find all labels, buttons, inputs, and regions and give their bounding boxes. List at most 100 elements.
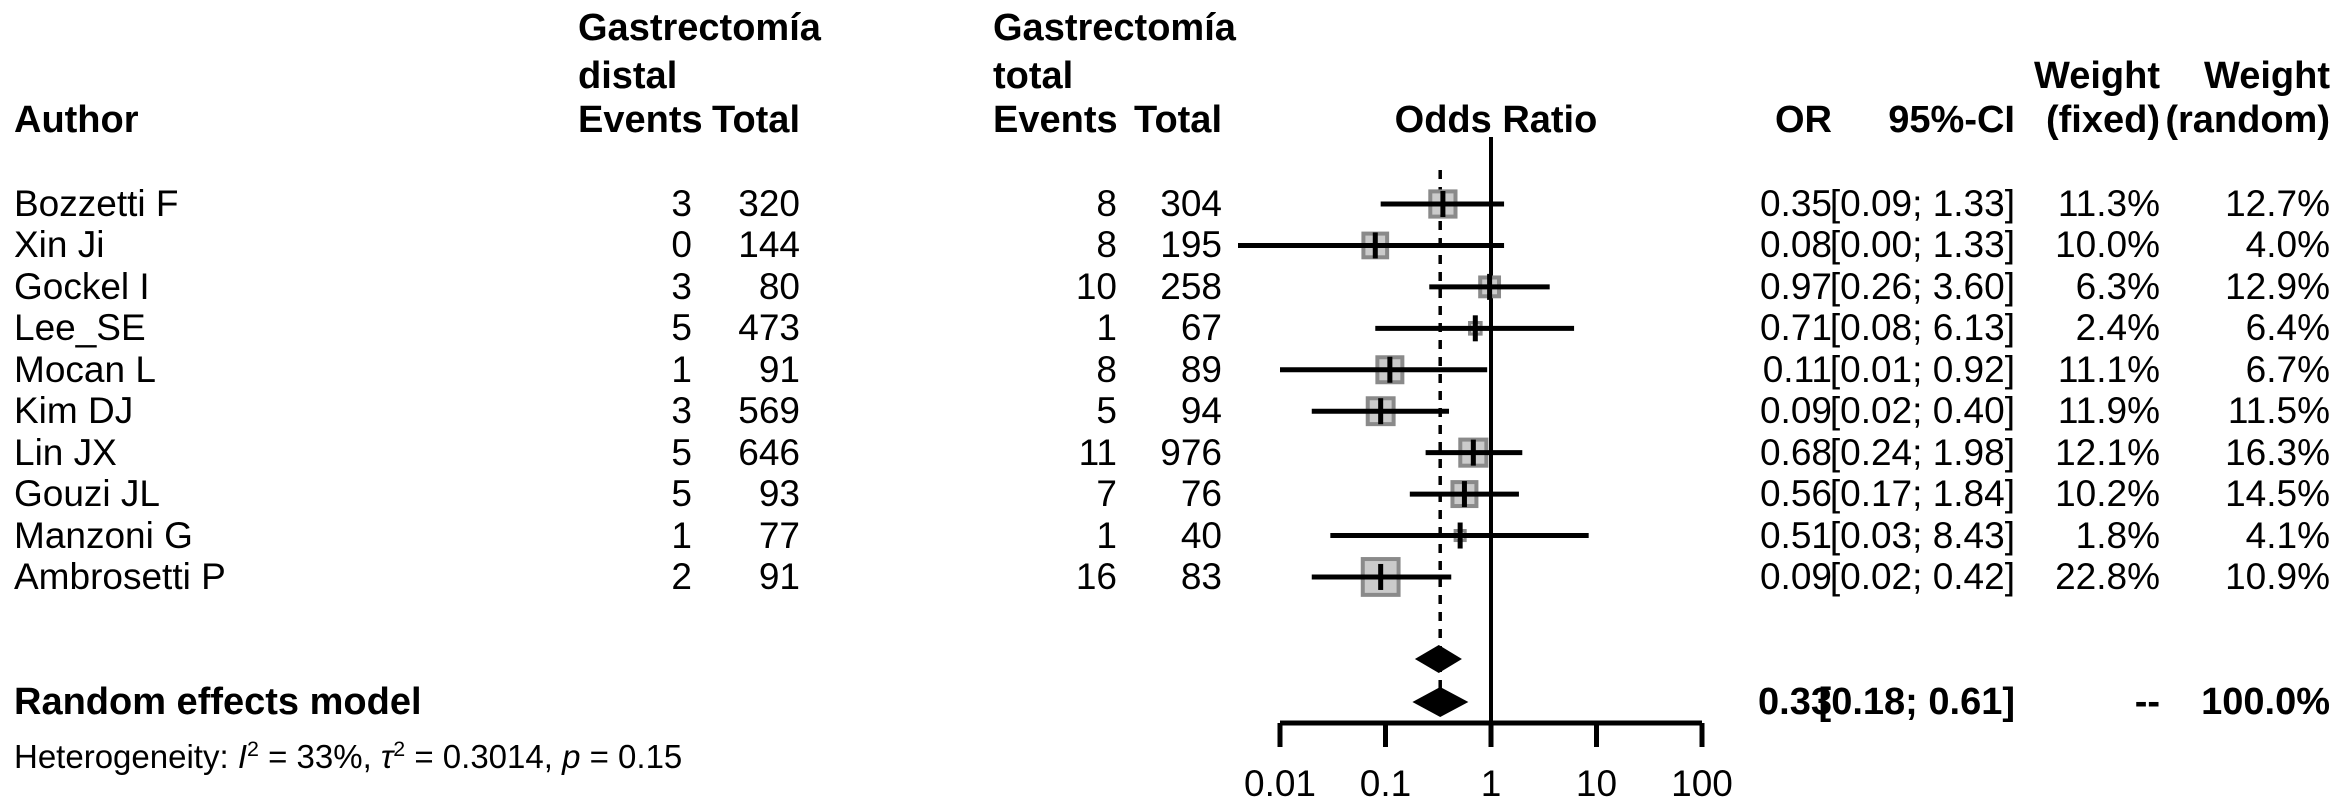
- study-author: Lin JX: [14, 431, 117, 473]
- het-p-value: = 0.15: [580, 738, 683, 775]
- g1-events-value: 0: [671, 224, 692, 266]
- g2-total-value: 258: [1160, 265, 1222, 307]
- g1-total-value: 646: [738, 431, 800, 473]
- point-estimate-tick: [1457, 522, 1463, 549]
- weight-random-value: 4.0%: [2245, 224, 2330, 266]
- or-value: 0.71: [1759, 307, 1832, 349]
- summary-weight-fixed: --: [2134, 681, 2160, 723]
- group1-total-header: Total: [712, 99, 800, 141]
- g2-events-value: 11: [1078, 431, 1117, 473]
- or-value: 0.35: [1759, 183, 1832, 224]
- x-axis-tick-label: 0.1: [1359, 763, 1412, 804]
- or-value: 0.11: [1762, 348, 1832, 390]
- ci-value: [0.09; 1.33]: [1829, 183, 2015, 224]
- g1-events-value: 3: [671, 265, 692, 307]
- x-axis-tick-label: 10: [1575, 763, 1618, 804]
- g1-events-value: 5: [671, 307, 692, 349]
- or-column-header: OR: [1775, 99, 1832, 141]
- weight-fixed-value: 12.1%: [2055, 431, 2160, 473]
- point-estimate-tick: [1440, 191, 1446, 217]
- ci-value: [0.02; 0.42]: [1829, 556, 2015, 597]
- g1-events-value: 3: [671, 183, 692, 224]
- g1-events-value: 3: [671, 390, 692, 432]
- or-value: 0.97: [1759, 265, 1832, 307]
- summary-or-value: 0.33: [1758, 681, 1832, 723]
- fixed-effect-diamond: [1414, 645, 1462, 673]
- or-value: 0.68: [1759, 431, 1832, 473]
- x-axis-tick-label: 1: [1480, 763, 1502, 804]
- het-i-symbol: I: [237, 738, 247, 775]
- odds-ratio-header: Odds Ratio: [1394, 99, 1598, 141]
- g1-total-value: 569: [738, 390, 800, 432]
- author-column-header: Author: [14, 99, 139, 141]
- g1-events-value: 2: [671, 556, 692, 597]
- weight-fixed-value: 6.3%: [2075, 265, 2160, 307]
- ci-value: [0.08; 6.13]: [1829, 307, 2015, 349]
- het-tau-value: = 0.3014,: [405, 738, 563, 775]
- or-value: 0.08: [1759, 224, 1832, 266]
- weight-fixed-header-line1: Weight: [2034, 55, 2160, 97]
- g2-events-value: 5: [1096, 390, 1117, 432]
- het-i-value: = 33%,: [258, 738, 381, 775]
- g2-total-value: 94: [1180, 390, 1222, 432]
- g1-total-value: 80: [758, 265, 800, 307]
- g2-events-value: 8: [1096, 224, 1117, 266]
- weight-fixed-value: 1.8%: [2075, 514, 2160, 556]
- ci-column-header: 95%-CI: [1888, 99, 2015, 141]
- group2-total-header: Total: [1134, 99, 1222, 141]
- study-author: Gouzi JL: [14, 473, 161, 515]
- weight-fixed-header-line2: (fixed): [2046, 99, 2160, 141]
- weight-fixed-value: 11.1%: [2057, 348, 2160, 390]
- g1-events-value: 1: [671, 348, 692, 390]
- summary-weight-random: 100.0%: [2201, 681, 2330, 723]
- or-value: 0.51: [1759, 514, 1832, 556]
- ci-value: [0.24; 1.98]: [1829, 431, 2015, 473]
- g2-events-value: 1: [1096, 307, 1117, 349]
- g1-events-value: 1: [671, 514, 692, 556]
- g2-total-value: 76: [1180, 473, 1222, 515]
- g2-events-value: 8: [1096, 183, 1117, 224]
- ci-value: [0.01; 0.92]: [1829, 348, 2015, 390]
- weight-fixed-value: 11.9%: [2057, 390, 2160, 432]
- point-estimate-tick: [1378, 398, 1384, 425]
- weight-random-value: 4.1%: [2245, 514, 2330, 556]
- ci-value: [0.03; 8.43]: [1829, 514, 2015, 556]
- weight-random-header-line2: (random): [2165, 99, 2330, 141]
- g1-events-value: 5: [671, 473, 692, 515]
- ci-value: [0.26; 3.60]: [1829, 265, 2015, 307]
- g1-total-value: 320: [738, 183, 800, 224]
- weight-random-value: 11.5%: [2227, 390, 2330, 432]
- weight-random-value: 12.9%: [2225, 265, 2330, 307]
- weight-random-value: 16.3%: [2225, 431, 2330, 473]
- g2-events-value: 8: [1096, 348, 1117, 390]
- g2-total-value: 67: [1180, 307, 1222, 349]
- g2-total-value: 304: [1160, 183, 1222, 224]
- study-author: Mocan L: [14, 348, 156, 390]
- group2-title-line1: Gastrectomía: [993, 7, 1236, 49]
- weight-random-value: 14.5%: [2225, 473, 2330, 515]
- g2-total-value: 89: [1180, 348, 1222, 390]
- g2-total-value: 83: [1180, 556, 1222, 597]
- point-estimate-tick: [1472, 315, 1478, 342]
- study-author: Ambrosetti P: [14, 556, 226, 597]
- het-p-symbol: p: [562, 738, 581, 775]
- g1-events-value: 5: [671, 431, 692, 473]
- ci-value: [0.17; 1.84]: [1829, 473, 2015, 515]
- weight-fixed-value: 2.4%: [2075, 307, 2160, 349]
- g2-total-value: 40: [1180, 514, 1222, 556]
- weight-fixed-value: 10.2%: [2055, 473, 2160, 515]
- point-estimate-tick: [1372, 232, 1378, 259]
- x-axis-tick-label: 100: [1671, 763, 1733, 804]
- g2-total-value: 976: [1160, 431, 1222, 473]
- or-value: 0.09: [1759, 390, 1832, 432]
- point-estimate-tick: [1470, 439, 1476, 466]
- g2-events-value: 10: [1075, 265, 1117, 307]
- or-value: 0.09: [1759, 556, 1832, 597]
- weight-random-value: 10.9%: [2225, 556, 2330, 597]
- weight-random-header-line1: Weight: [2204, 55, 2330, 97]
- g1-total-value: 93: [758, 473, 800, 515]
- study-author: Manzoni G: [14, 514, 193, 556]
- study-author: Gockel I: [14, 265, 150, 307]
